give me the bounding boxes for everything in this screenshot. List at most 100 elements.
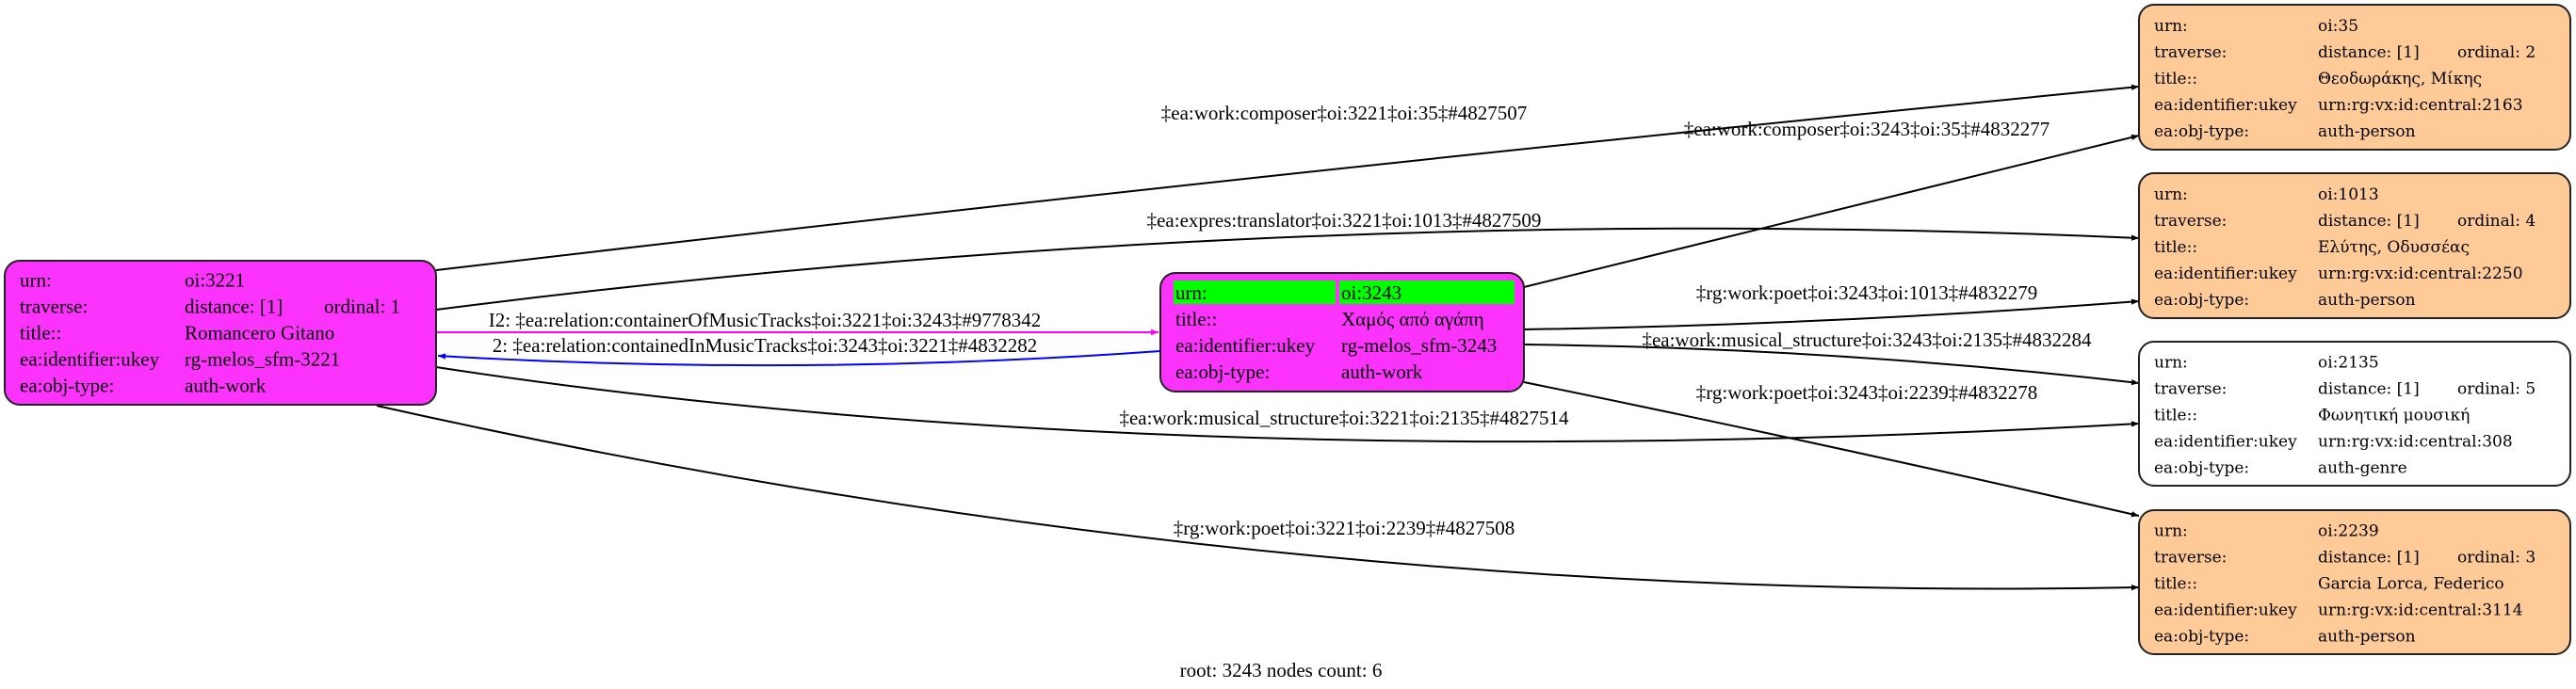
footer-status: root: 3243 nodes count: 6 [1180, 659, 1383, 681]
root-highlight [1339, 280, 1515, 304]
field-value: Garcia Lorca, Federico [2318, 575, 2504, 594]
edge-label: 2: ‡ea:relation:containedInMusicTracks‡o… [493, 334, 1037, 357]
node-box [2138, 172, 2571, 319]
field-ordinal: ordinal: 4 [2457, 212, 2535, 231]
edge-line [1523, 134, 2140, 288]
field-value: Φωνητική μουσική [2318, 407, 2470, 425]
field-label: urn: [2154, 17, 2188, 36]
field-value: auth-person [2318, 628, 2416, 647]
field-value: rg-melos_sfm-3243 [1341, 334, 1497, 357]
field-value: distance: [1] [2318, 43, 2420, 62]
edge[interactable]: ‡rg:work:poet‡oi:3243‡oi:1013‡#4832279 [1523, 281, 2140, 330]
edge[interactable]: 2: ‡ea:relation:containedInMusicTracks‡o… [437, 334, 1161, 367]
field-value: auth-work [185, 375, 267, 397]
edge-line [437, 350, 1161, 367]
field-label: ea:identifier:ukey [1175, 334, 1316, 357]
field-label: ea:obj-type: [2154, 459, 2249, 478]
field-label: title:: [2154, 70, 2197, 88]
edges-layer: ‡ea:work:composer‡oi:3221‡oi:35‡#4827507… [376, 84, 2140, 591]
edge[interactable]: ‡rg:work:poet‡oi:3221‡oi:2239‡#4827508 [376, 405, 2140, 591]
field-label: traverse: [20, 296, 88, 318]
edge-line [1523, 344, 2140, 386]
node-box [2138, 341, 2571, 487]
field-value: Ελύτης, Οδυσσέας [2318, 238, 2470, 257]
edge-line [435, 84, 2140, 271]
field-value: auth-genre [2318, 459, 2407, 478]
field-label: ea:obj-type: [20, 375, 114, 397]
edge-label: ‡ea:work:musical_structure‡oi:3243‡oi:21… [1642, 328, 2092, 351]
edge[interactable]: I2: ‡ea:relation:containerOfMusicTracks‡… [436, 309, 1158, 336]
edge-label: ‡rg:work:poet‡oi:3243‡oi:2239‡#4832278 [1696, 381, 2037, 404]
edge-line [435, 227, 2140, 311]
edge-label: ‡ea:expres:translator‡oi:3221‡oi:1013‡#4… [1147, 209, 1542, 232]
field-value: urn:rg:vx:id:central:3114 [2318, 601, 2523, 620]
edge-label: ‡rg:work:poet‡oi:3243‡oi:1013‡#4832279 [1696, 281, 2037, 304]
field-value: urn:rg:vx:id:central:2163 [2318, 96, 2523, 115]
field-value: urn:rg:vx:id:central:308 [2318, 433, 2513, 452]
field-label: urn: [20, 269, 52, 292]
root-highlight [1174, 280, 1336, 304]
field-label: ea:obj-type: [2154, 122, 2249, 141]
edge[interactable]: ‡ea:work:musical_structure‡oi:3221‡oi:21… [435, 366, 2140, 443]
field-ordinal: ordinal: 3 [2457, 549, 2535, 568]
field-value: auth-person [2318, 291, 2416, 310]
field-label: title:: [2154, 407, 2197, 425]
field-value: distance: [1] [2318, 549, 2420, 568]
field-value: oi:3243 [1341, 281, 1401, 304]
field-value: distance: [1] [185, 296, 283, 318]
node-oi-3221[interactable]: urn: oi:3221 traverse: distance: [1] ordinal… [4, 260, 437, 406]
field-value: auth-person [2318, 122, 2416, 141]
field-ordinal: ordinal: 5 [2457, 380, 2535, 399]
edge[interactable]: ‡ea:expres:translator‡oi:3221‡oi:1013‡#4… [435, 209, 2140, 311]
field-label: traverse: [2154, 549, 2227, 568]
edge-line [1523, 298, 2140, 330]
edge-line [1523, 381, 2140, 518]
nodes-layer: urn: oi:3221 traverse: distance: [1] ordinal… [4, 4, 2571, 655]
field-label: ea:obj-type: [1175, 361, 1270, 383]
field-value: auth-work [1341, 361, 1423, 383]
field-label: traverse: [2154, 380, 2227, 399]
field-label: title:: [20, 322, 61, 344]
edge-label: ‡ea:work:composer‡oi:3243‡oi:35‡#4832277 [1684, 118, 2049, 140]
field-label: title:: [2154, 238, 2197, 257]
node-oi-1013[interactable]: urn: oi:1013 traverse: distance: [1] ordinal… [2138, 172, 2571, 319]
edge-label: ‡rg:work:poet‡oi:3221‡oi:2239‡#4827508 [1174, 517, 1515, 539]
node-oi-35[interactable]: urn: oi:35 traverse: distance: [1] ordinal: … [2138, 4, 2571, 151]
field-value: rg-melos_sfm-3221 [185, 348, 340, 371]
edge[interactable]: ‡ea:work:composer‡oi:3243‡oi:35‡#4832277 [1523, 118, 2140, 288]
field-label: urn: [2154, 185, 2188, 204]
field-label: title:: [2154, 575, 2197, 594]
edge-label: ‡ea:work:musical_structure‡oi:3221‡oi:21… [1119, 407, 1569, 429]
field-label: traverse: [2154, 212, 2227, 231]
edge[interactable]: ‡ea:work:composer‡oi:3221‡oi:35‡#4827507 [435, 84, 2140, 271]
field-label: ea:identifier:ukey [2154, 264, 2297, 283]
field-label: traverse: [2154, 43, 2227, 62]
field-value: oi:35 [2318, 17, 2358, 36]
field-value: Romancero Gitano [185, 322, 334, 344]
edge-label: ‡ea:work:composer‡oi:3221‡oi:35‡#4827507 [1161, 102, 1527, 124]
field-value: Χαμός από αγάπη [1341, 308, 1484, 330]
field-ordinal: ordinal: 1 [324, 296, 400, 318]
field-value: oi:3221 [185, 269, 245, 292]
node-box [2138, 509, 2571, 655]
field-ordinal: ordinal: 2 [2457, 43, 2535, 62]
field-value: distance: [1] [2318, 212, 2420, 231]
edge[interactable]: ‡ea:work:musical_structure‡oi:3243‡oi:21… [1523, 328, 2140, 386]
edge-line [435, 366, 2140, 443]
field-value: oi:2239 [2318, 522, 2379, 541]
field-label: ea:identifier:ukey [2154, 433, 2297, 452]
field-label: ea:identifier:ukey [2154, 601, 2297, 620]
field-label: ea:obj-type: [2154, 291, 2249, 310]
edge[interactable]: ‡rg:work:poet‡oi:3243‡oi:2239‡#4832278 [1523, 381, 2140, 518]
node-oi-2239[interactable]: urn: oi:2239 traverse: distance: [1] ordinal… [2138, 509, 2571, 655]
field-value: distance: [1] [2318, 380, 2420, 399]
field-label: ea:identifier:ukey [2154, 96, 2297, 115]
node-oi-2135[interactable]: urn: oi:2135 traverse: distance: [1] ordinal… [2138, 341, 2571, 487]
edge-label: I2: ‡ea:relation:containerOfMusicTracks‡… [489, 309, 1042, 331]
node-box [2138, 4, 2571, 151]
field-label: urn: [2154, 354, 2188, 373]
field-label: title:: [1175, 308, 1217, 330]
field-label: ea:obj-type: [2154, 628, 2249, 647]
